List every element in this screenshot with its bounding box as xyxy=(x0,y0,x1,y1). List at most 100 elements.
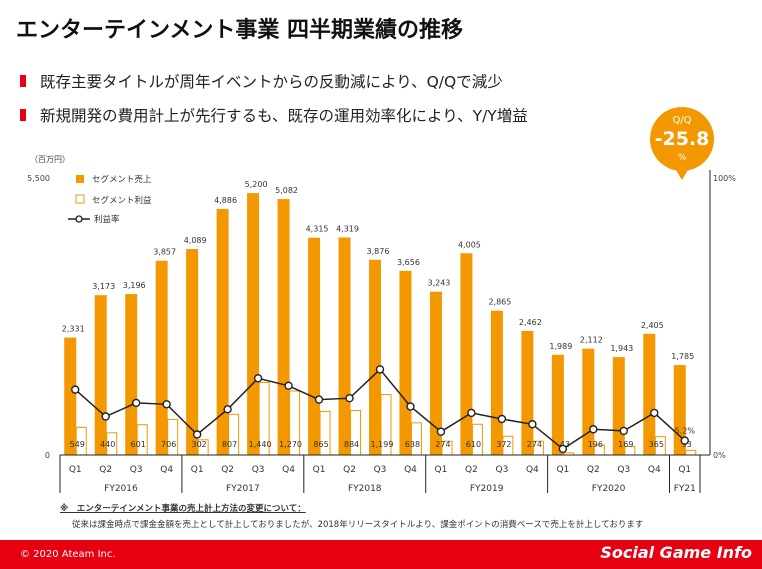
y-axis-unit-label: （百万円） xyxy=(30,155,70,164)
quarterly-chart: （百万円） 5,500 0 100% 0% 2,331 549 3,173 440 3,196 60… xyxy=(27,155,736,494)
sales-data-label: 3,876 xyxy=(367,247,390,256)
sales-data-label: 2,462 xyxy=(519,318,542,327)
profit-data-label: 302 xyxy=(192,440,207,449)
sales-data-label: 3,243 xyxy=(427,279,450,288)
profit-data-label: 1,199 xyxy=(371,440,394,449)
bullet-1: 既存主要タイトルが周年イベントからの反動減により、Q/Qで減少 xyxy=(20,70,503,92)
x-tick-label: Q2 xyxy=(99,465,112,475)
sales-bar xyxy=(308,237,321,455)
legend-margin-label: 利益率 xyxy=(94,214,120,225)
note-body: 従来は課金時点で課金金額を売上として計上しておりましたが、2018年リリースタイ… xyxy=(72,520,644,530)
sales-data-label: 5,200 xyxy=(245,180,268,189)
footer-copyright: © 2020 Ateam Inc. xyxy=(20,549,116,560)
profit-data-label: 807 xyxy=(222,440,237,449)
x-tick-label: Q4 xyxy=(282,465,295,475)
x-tick-label: Q1 xyxy=(313,465,326,475)
margin-data-label: 5.2% xyxy=(675,427,696,436)
sales-bar xyxy=(369,259,381,455)
sales-data-label: 1,943 xyxy=(610,344,633,353)
sales-bar xyxy=(216,208,229,455)
profit-data-label: 274 xyxy=(435,440,450,449)
sales-bar xyxy=(125,294,138,455)
profit-data-label: 884 xyxy=(344,440,359,449)
x-tick-label: Q1 xyxy=(191,465,204,475)
profit-data-label: 638 xyxy=(405,440,420,449)
sales-bar xyxy=(338,237,351,455)
sales-bar xyxy=(551,354,564,455)
x-tick-label: Q2 xyxy=(465,465,478,475)
margin-point xyxy=(162,400,171,409)
margin-point xyxy=(528,420,537,429)
sales-data-label: 3,656 xyxy=(397,258,420,267)
margin-point xyxy=(497,414,507,424)
margin-point xyxy=(375,365,385,374)
bullet-1-text: 既存主要タイトルが周年イベントからの反動減により、Q/Qで減少 xyxy=(40,73,503,91)
margin-point xyxy=(619,426,629,436)
note-heading: ※ エンターテインメント事業の売上計上方法の変更について： xyxy=(60,504,306,514)
profit-data-label: 196 xyxy=(588,440,603,449)
y2-axis-tick-label: 100% xyxy=(713,174,736,183)
margin-point xyxy=(131,398,141,408)
legend-profit-label: セグメント利益 xyxy=(92,195,152,206)
qoq-badge-unit: % xyxy=(677,153,687,163)
sales-data-label: 2,331 xyxy=(62,325,85,334)
qoq-badge-label: Q/Q xyxy=(672,115,692,126)
profit-data-label: 372 xyxy=(496,440,511,449)
sales-data-label: 2,112 xyxy=(580,336,603,345)
fy-label: FY2018 xyxy=(348,484,382,494)
margin-point xyxy=(558,444,568,454)
sales-bar xyxy=(186,249,199,455)
x-tick-label: Q3 xyxy=(252,465,265,475)
x-tick-label: Q4 xyxy=(526,465,539,475)
profit-data-label: 169 xyxy=(618,440,633,449)
margin-point xyxy=(467,408,476,418)
x-tick-label: Q3 xyxy=(495,465,508,475)
sales-data-label: 5,082 xyxy=(275,186,298,195)
sales-bar xyxy=(399,270,412,455)
profit-data-label: 549 xyxy=(70,440,85,449)
sales-data-label: 2,405 xyxy=(641,321,664,330)
x-tick-label: Q1 xyxy=(678,465,691,475)
sales-data-label: 4,315 xyxy=(306,225,329,234)
qoq-badge-value: -25.8 xyxy=(654,128,710,150)
profit-data-label: 706 xyxy=(161,440,176,449)
margin-point xyxy=(284,381,293,390)
profit-bar xyxy=(410,422,422,456)
sales-data-label: 4,319 xyxy=(336,224,359,233)
margin-point xyxy=(71,385,80,394)
x-tick-label: Q1 xyxy=(435,465,448,475)
fy-label: FY2019 xyxy=(470,484,504,494)
fy-label: FY2020 xyxy=(592,484,626,494)
profit-bar xyxy=(685,449,697,456)
x-tick-label: Q4 xyxy=(404,465,417,475)
sales-bar xyxy=(247,193,260,456)
x-tick-label: Q2 xyxy=(587,465,600,475)
profit-data-label: 93 xyxy=(682,440,692,449)
margin-point xyxy=(589,425,598,434)
sales-data-label: 1,785 xyxy=(671,352,694,361)
footer-bar: © 2020 Ateam Inc. Social Game Info xyxy=(0,540,762,569)
sales-bar xyxy=(64,337,77,455)
profit-data-label: 440 xyxy=(100,440,115,449)
x-tick-label: Q1 xyxy=(69,465,82,475)
profit-data-label: 274 xyxy=(527,440,542,449)
sales-bar xyxy=(643,333,656,455)
qoq-badge: Q/Q -25.8 % xyxy=(650,107,714,180)
sales-bar xyxy=(155,260,168,455)
sales-data-label: 4,005 xyxy=(458,240,481,249)
sales-data-label: 3,196 xyxy=(123,281,146,290)
y-axis-tick-label: 0 xyxy=(45,451,50,460)
profit-data-label: 1,270 xyxy=(279,440,302,449)
legend-margin-marker xyxy=(75,215,83,223)
page-title: エンターテインメント事業 四半期業績の推移 xyxy=(16,18,464,43)
margin-point xyxy=(406,402,415,411)
margin-point xyxy=(680,436,689,445)
margin-point xyxy=(192,430,202,439)
x-tick-label: Q1 xyxy=(556,465,569,475)
margin-point xyxy=(223,405,232,414)
profit-data-label: 601 xyxy=(131,440,146,449)
margin-point xyxy=(436,427,446,436)
x-tick-label: Q4 xyxy=(160,465,173,475)
fy-label: FY2017 xyxy=(226,484,260,494)
legend-sales-swatch xyxy=(76,175,84,183)
